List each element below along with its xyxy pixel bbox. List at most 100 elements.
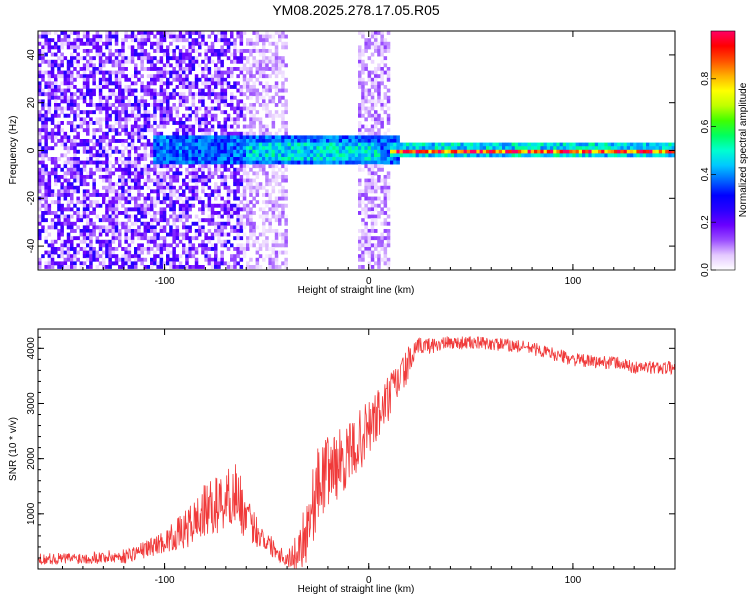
spectrogram-cell [185,211,189,215]
spectrogram-cell [92,221,96,226]
spectrogram-cell [322,146,327,151]
spectrogram-cell [361,236,365,241]
spectrogram-cell [367,38,372,43]
spectrogram-cell [86,67,90,71]
spectrogram-cell [207,214,212,219]
spectrogram-cell [175,153,180,158]
spectrogram-cell [258,160,263,165]
spectrogram-cell [38,178,42,183]
spectrogram-cell [73,236,77,241]
spectrogram-cell [374,77,378,82]
spectrogram-cell [546,149,551,154]
spectrogram-cell [137,182,141,187]
spectrogram-cell [140,207,144,212]
spectrogram-cell [226,265,231,269]
spectrogram-cell [374,135,378,140]
spectrogram-cell [281,103,285,107]
spectrogram-cell [457,153,461,158]
spectrogram-cell [98,63,103,68]
spectrogram-cell [156,70,160,75]
spectrogram-cell [332,157,336,161]
x-tick-label: 100 [565,276,582,287]
spectrogram-cell [639,146,644,151]
spectrogram-cell [66,160,71,165]
spectrogram-cell [111,34,116,39]
spectrogram-cell [559,149,564,154]
spectrogram-cell [498,142,503,147]
spectrogram-cell [249,52,253,57]
spectrogram-cell [76,41,80,46]
spectrogram-cell [268,139,272,143]
spectrogram-cell [361,113,365,118]
spectrogram-cell [226,81,231,86]
spectrogram-cell [194,135,199,140]
spectrogram-cell [54,214,58,219]
spectrogram-cell [54,59,58,64]
spectrogram-cell [201,92,205,97]
spectrogram-cell [89,56,93,61]
spectrogram-cell [514,149,519,154]
spectrogram-cell [108,254,112,259]
spectrogram-cell [194,81,199,86]
spectrogram-cell [258,34,263,39]
spectrogram-cell [146,185,151,190]
spectrogram-cell [73,211,77,215]
spectrogram-cell [98,38,103,43]
spectrogram-cell [89,157,93,161]
spectrogram-cell [374,221,378,226]
spectrogram-cell [335,153,340,158]
spectrogram-cell [191,41,196,46]
spectrogram-cell [47,99,52,104]
spectrogram-cell [124,38,128,43]
spectrogram-cell [230,189,234,194]
spectrogram-cell [169,250,173,255]
spectrogram-cell [41,128,45,133]
spectrogram-cell [175,175,180,179]
spectrogram-cell [361,153,365,158]
spectrogram-cell [361,34,365,39]
spectrogram-cell [620,146,624,151]
spectrogram-cell [242,193,247,197]
spectrogram-cell [374,185,378,190]
spectrogram-cell [249,70,253,75]
spectrogram-cell [79,175,84,179]
spectrogram-cell [66,254,71,259]
spectrogram-cell [214,92,218,97]
spectrogram-cell [50,117,55,122]
spectrogram-cell [502,149,506,154]
spectrogram-cell [98,124,103,129]
spectrogram-cell [41,106,45,111]
spectrogram-cell [166,247,170,251]
spectrogram-cell [210,142,215,147]
spectrogram-cell [57,38,61,43]
spectrogram-cell [585,149,589,154]
spectrogram-cell [76,45,80,50]
x-tick-label: -100 [155,575,175,586]
spectrogram-cell [198,178,202,183]
spectrogram-cell [198,139,202,143]
spectrogram-cell [226,45,231,50]
spectrogram-cell [230,59,234,64]
spectrogram-cell [159,189,164,194]
spectrogram-cell [191,135,196,140]
spectrogram-cell [217,185,221,190]
spectrogram-cell [521,146,525,151]
spectrogram-cell [114,214,119,219]
spectrogram-cell [89,103,93,107]
spectrogram-cell [95,164,100,169]
spectrogram-cell [137,128,141,133]
spectrogram-cell [297,135,301,140]
spectrogram-cell [223,124,228,129]
spectrogram-cell [370,52,375,57]
spectrogram-cell [153,178,157,183]
spectrogram-cell [156,49,160,53]
spectrogram-cell [214,142,218,147]
spectrogram-cell [111,196,116,201]
spectrogram-cell [508,153,512,158]
spectrogram-cell [108,160,112,165]
spectrogram-cell [188,106,192,111]
spectrogram-cell [306,153,311,158]
spectrogram-cell [102,175,106,179]
spectrogram-cell [175,85,180,89]
spectrogram-cell [230,164,234,169]
